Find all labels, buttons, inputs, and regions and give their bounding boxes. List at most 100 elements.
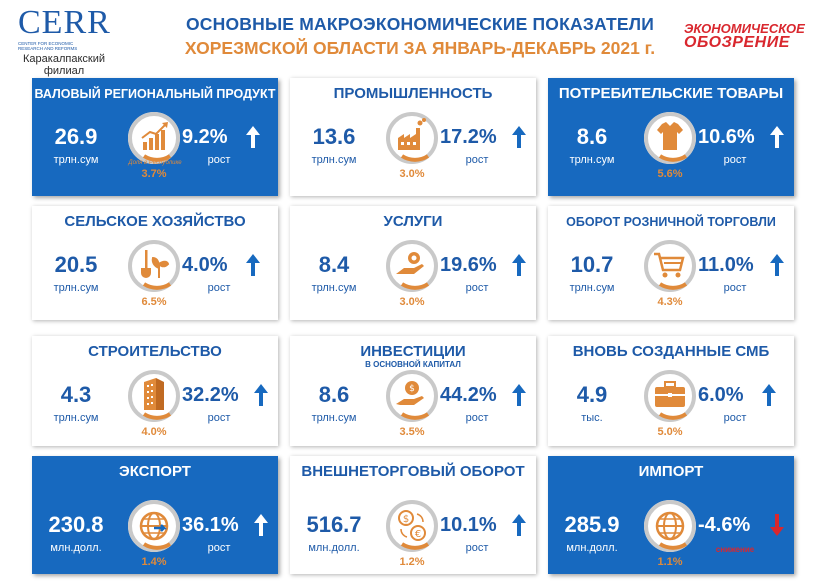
card-unit: трлн.сум — [311, 412, 357, 424]
arrow-up-icon — [512, 126, 526, 148]
indicator-card: ИНВЕСТИЦИИ В ОСНОВНОЙ КАПИТАЛ 8.6 трлн.сум $… — [290, 336, 536, 446]
brand-logo: ЭКОНОМИЧЕСКОЕ ОБОЗРЕНИЕ — [684, 22, 814, 51]
brand-line2: ОБОЗРЕНИЕ — [684, 34, 790, 51]
card-rate-label: рост — [207, 412, 231, 424]
card-rate-label: снижение — [715, 545, 755, 554]
card-share: 3.0% — [399, 296, 425, 308]
indicator-card: ОБОРОТ РОЗНИЧНОЙ ТОРГОВЛИ 10.7 трлн.сум 4.3… — [548, 206, 794, 320]
indicator-card: СЕЛЬСКОЕ ХОЗЯЙСТВО 20.5 трлн.сум 6.5% 4.0% ро… — [32, 206, 278, 320]
logo-subtitle: CENTER FOR ECONOMIC RESEARCH AND REFORMS — [18, 41, 78, 51]
logo-branch: Каракалпакский филиал — [23, 53, 105, 77]
card-rate-label: рост — [723, 412, 747, 424]
card-share: 5.0% — [657, 426, 683, 438]
factory-icon — [384, 110, 440, 166]
card-value: 10.7 — [570, 252, 614, 277]
card-rate: -4.6% — [698, 514, 751, 536]
card-rate: 10.6% — [698, 126, 755, 148]
card-rate: 10.1% — [440, 514, 497, 536]
card-rate-label: рост — [465, 412, 489, 424]
card-title: ВАЛОВЫЙ РЕГИОНАЛЬНЫЙ ПРОДУКТ — [34, 87, 276, 101]
arrow-up-icon — [770, 254, 784, 276]
card-value: 20.5 — [54, 252, 98, 277]
globe-icon — [642, 498, 698, 554]
card-share: 4.0% — [141, 426, 167, 438]
card-rate-label: рост — [207, 154, 231, 166]
card-title: ПОТРЕБИТЕЛЬСКИЕ ТОВАРЫ — [558, 85, 784, 102]
indicator-card: ВНОВЬ СОЗДАННЫЕ СМБ 4.9 тыс. 5.0% 6.0% рост — [548, 336, 794, 446]
card-title: ИМПОРТ — [638, 463, 704, 480]
card-title: УСЛУГИ — [383, 213, 443, 230]
card-unit: трлн.сум — [53, 282, 99, 294]
building-icon — [126, 368, 182, 424]
card-value: 13.6 — [312, 124, 356, 149]
svg-text:$: $ — [403, 514, 409, 525]
arrow-up-icon — [762, 384, 776, 406]
card-share: 5.6% — [657, 168, 683, 180]
card-unit: трлн.сум — [569, 282, 615, 294]
card-unit: тыс. — [581, 412, 603, 424]
arrow-up-icon — [254, 384, 268, 406]
card-rate-label: рост — [465, 282, 489, 294]
arrow-up-icon — [246, 126, 260, 148]
arrow-down-icon — [770, 514, 784, 536]
page-subtitle: ХОРЕЗМСКОЙ ОБЛАСТИ ЗА ЯНВАРЬ-ДЕКАБРЬ 202… — [184, 38, 656, 58]
card-share-caption: Доля в Республике — [128, 160, 182, 166]
card-rate: 17.2% — [440, 126, 497, 148]
indicator-card: ПРОМЫШЛЕННОСТЬ 13.6 трлн.сум 3.0% 17.2% рост — [290, 78, 536, 196]
card-value: 8.6 — [318, 382, 350, 407]
arrow-up-icon — [512, 384, 526, 406]
card-title: ИНВЕСТИЦИИ — [360, 343, 466, 360]
growth-chart-icon — [126, 110, 182, 166]
card-share: 1.4% — [141, 556, 167, 568]
card-unit: млн.долл. — [566, 542, 618, 554]
card-share: 3.0% — [399, 168, 425, 180]
card-unit: млн.долл. — [50, 542, 102, 554]
indicator-card: ЭКСПОРТ 230.8 млн.долл. 1.4% 36.1% рост — [32, 456, 278, 574]
card-rate-label: рост — [207, 542, 231, 554]
card-value: 4.9 — [576, 382, 608, 407]
card-unit: трлн.сум — [569, 154, 615, 166]
t-shirt-icon — [642, 110, 698, 166]
card-value: 26.9 — [54, 124, 98, 149]
indicator-card: ПОТРЕБИТЕЛЬСКИЕ ТОВАРЫ 8.6 трлн.сум 5.6% 10.… — [548, 78, 794, 196]
svg-text:$: $ — [409, 384, 415, 394]
indicator-card: ИМПОРТ 285.9 млн.долл. 1.1% -4.6% снижение — [548, 456, 794, 574]
card-rate-label: рост — [723, 282, 747, 294]
card-unit: трлн.сум — [311, 154, 357, 166]
cerr-logo: CERR CENTER FOR ECONOMIC RESEARCH AND RE… — [18, 4, 148, 78]
indicator-card: СТРОИТЕЛЬСТВО 4.3 трлн.сум 4.0% 32.2% рост — [32, 336, 278, 446]
card-value: 230.8 — [48, 512, 104, 537]
arrow-up-icon — [254, 514, 268, 536]
globe-arrow-icon — [126, 498, 182, 554]
card-rate-label: рост — [465, 154, 489, 166]
card-rate: 36.1% — [182, 514, 239, 536]
card-subtitle: В ОСНОВНОЙ КАПИТАЛ — [365, 360, 461, 369]
arrow-up-icon — [246, 254, 260, 276]
card-rate-label: рост — [207, 282, 231, 294]
card-share: 1.1% — [657, 556, 683, 568]
card-rate: 32.2% — [182, 384, 239, 406]
card-value: 516.7 — [306, 512, 362, 537]
svg-text:€: € — [415, 529, 421, 540]
card-share: 3.7% — [141, 168, 167, 180]
logo-word: CERR — [18, 4, 111, 41]
card-rate: 44.2% — [440, 384, 497, 406]
page-title: ОСНОВНЫЕ МАКРОЭКОНОМИЧЕСКИЕ ПОКАЗАТЕЛИ — [185, 14, 654, 34]
card-share: 3.5% — [399, 426, 425, 438]
brand-line1: ЭКОНОМИЧЕСКОЕ — [684, 21, 805, 36]
money-hand-icon: $ — [384, 368, 440, 424]
card-rate: 19.6% — [440, 254, 497, 276]
card-share: 4.3% — [657, 296, 683, 308]
shopping-cart-icon — [642, 238, 698, 294]
card-unit: трлн.сум — [53, 154, 99, 166]
card-rate: 9.2% — [182, 126, 228, 148]
card-value: 8.6 — [576, 124, 608, 149]
card-value: 285.9 — [564, 512, 620, 537]
card-unit: трлн.сум — [53, 412, 99, 424]
arrow-up-icon — [512, 514, 526, 536]
hand-gear-icon — [384, 238, 440, 294]
card-unit: трлн.сум — [311, 282, 357, 294]
indicator-card: ВНЕШНЕТОРГОВЫЙ ОБОРОТ 516.7 млн.долл. $ €1.2… — [290, 456, 536, 574]
card-share: 1.2% — [399, 556, 425, 568]
shovel-plant-icon — [126, 238, 182, 294]
